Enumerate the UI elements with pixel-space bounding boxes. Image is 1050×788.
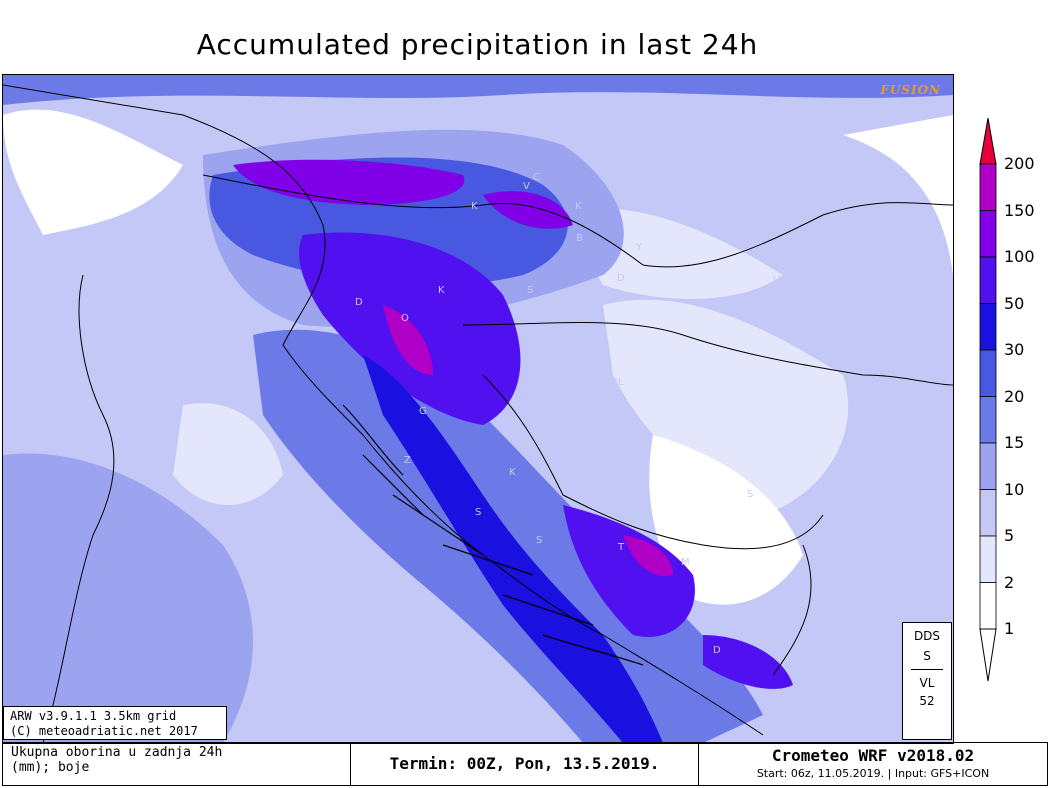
map-label: O: [401, 313, 409, 324]
legend-label: 150: [1004, 200, 1035, 220]
color-legend: 200 150 100 50 30 20 15 10 5 2 1: [968, 118, 1048, 688]
legend-label: 30: [1004, 340, 1025, 359]
map-label: D: [355, 297, 363, 308]
legend-label: 200: [1004, 154, 1035, 173]
map-label: T: [618, 542, 625, 553]
map-label: B: [576, 233, 583, 244]
legend-swatch: [979, 396, 997, 444]
legend-label: 1: [1004, 619, 1015, 638]
footer-description-line2: (mm); boje: [11, 760, 90, 775]
station-info-box: DDS S VL 52: [902, 622, 952, 740]
map-label: D: [713, 645, 721, 656]
legend-label: 2: [1004, 572, 1015, 592]
legend-swatch: [979, 442, 997, 490]
legend-swatch: [979, 535, 997, 583]
legend-label: 5: [1004, 526, 1015, 545]
legend-swatch-bottom: [979, 628, 997, 682]
legend-swatch: [979, 256, 997, 304]
legend-swatch-top: [979, 118, 997, 165]
station-vl-label: VL: [919, 676, 935, 690]
legend-swatch: [979, 163, 997, 211]
station-vl-value: 52: [919, 694, 935, 708]
footer-description: Ukupna oborina u zadnja 24h (mm); boje: [3, 743, 351, 785]
model-info-line1: ARW v3.9.1.1 3.5km grid: [10, 709, 177, 723]
footer-description-line1: Ukupna oborina u zadnja 24h: [11, 745, 223, 760]
fusion-tag: FUSION: [880, 83, 941, 97]
map-label: S: [747, 489, 754, 500]
legend-label: 20: [1004, 386, 1025, 406]
map-label: S: [536, 535, 543, 546]
map-label: Z: [404, 455, 411, 466]
map-label: D: [617, 273, 625, 284]
map-label: M: [681, 557, 690, 568]
precipitation-field: [3, 75, 953, 743]
footer-version: Crometeo WRF v2018.02: [771, 746, 975, 765]
map-label: S: [527, 285, 534, 296]
legend-label: 100: [1004, 247, 1035, 266]
legend-colorbar: [979, 118, 997, 682]
map-label: U: [773, 275, 781, 286]
model-info-box: ARW v3.9.1.1 3.5km grid (C) meteoadriati…: [3, 706, 227, 740]
map-label: K: [471, 201, 478, 212]
map-label: BL: [611, 377, 624, 388]
map-label: Y: [636, 242, 643, 253]
map-label: C: [533, 172, 540, 183]
chart-title: Accumulated precipitation in last 24h: [196, 28, 759, 61]
legend-label: 15: [1004, 433, 1025, 452]
legend-label: 50: [1004, 293, 1025, 313]
precipitation-map: FUSION C V K K B Y D K S D O BL G Z K S …: [2, 74, 954, 744]
station-code: DDS: [913, 629, 941, 643]
legend-swatch: [979, 489, 997, 537]
legend-label: 10: [1004, 479, 1025, 499]
legend-swatch: [979, 303, 997, 351]
footer-bar: Ukupna oborina u zadnja 24h (mm); boje T…: [2, 742, 1048, 786]
footer-termin: Termin: 00Z, Pon, 13.5.2019.: [351, 743, 699, 785]
legend-swatch: [979, 582, 997, 630]
map-label: K: [438, 285, 445, 296]
map-label: K: [575, 201, 582, 212]
map-label: S: [475, 507, 482, 518]
station-region: S: [923, 649, 931, 663]
map-label: V: [523, 181, 530, 192]
legend-swatch: [979, 210, 997, 258]
footer-version-block: Crometeo WRF v2018.02 Start: 06z, 11.05.…: [699, 743, 1047, 785]
legend-swatch: [979, 349, 997, 397]
map-label: G: [419, 406, 427, 417]
footer-start-info: Start: 06z, 11.05.2019. | Input: GFS+ICO…: [756, 767, 990, 780]
model-info-line2: (C) meteoadriatic.net 2017: [10, 724, 198, 738]
map-label: K: [509, 467, 516, 478]
